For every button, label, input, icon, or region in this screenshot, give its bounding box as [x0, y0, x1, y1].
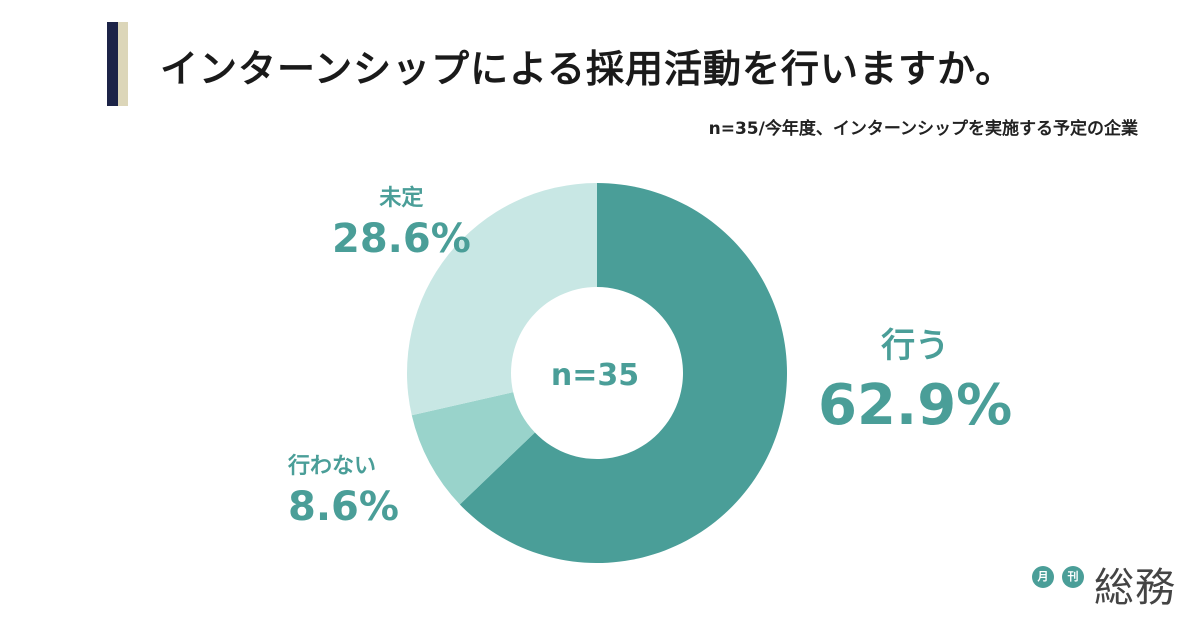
- title-accent-bar: [107, 22, 129, 106]
- slice-mitei: [407, 183, 597, 416]
- logo-badge-kan: 刊: [1062, 566, 1084, 588]
- title-accent-cream: [118, 22, 128, 106]
- label-okonawanai: 行わない 8.6%: [288, 448, 399, 530]
- page-title: インターンシップによる採用活動を行いますか。: [160, 47, 1015, 91]
- label-mitei: 未定 28.6%: [332, 180, 471, 262]
- chart-subtitle: n=35/今年度、インターンシップを実施する予定の企業: [708, 119, 1138, 139]
- label-okonau: 行う 62.9%: [818, 318, 1012, 438]
- logo-wordmark: 総務: [1094, 565, 1176, 611]
- label-mitei-name: 未定: [379, 186, 424, 211]
- label-okonau-value: 62.9%: [818, 373, 1013, 438]
- logo-badge-getsu: 月: [1032, 566, 1054, 588]
- slice-okonau: [459, 183, 787, 563]
- title-accent-navy: [107, 22, 118, 106]
- label-okonawanai-name: 行わない: [288, 454, 377, 479]
- slice-okonawanai: [411, 392, 535, 505]
- label-okonau-name: 行う: [881, 326, 950, 366]
- label-okonawanai-value: 8.6%: [288, 484, 399, 530]
- donut-center-label: n=35: [550, 358, 640, 393]
- label-mitei-value: 28.6%: [332, 216, 471, 262]
